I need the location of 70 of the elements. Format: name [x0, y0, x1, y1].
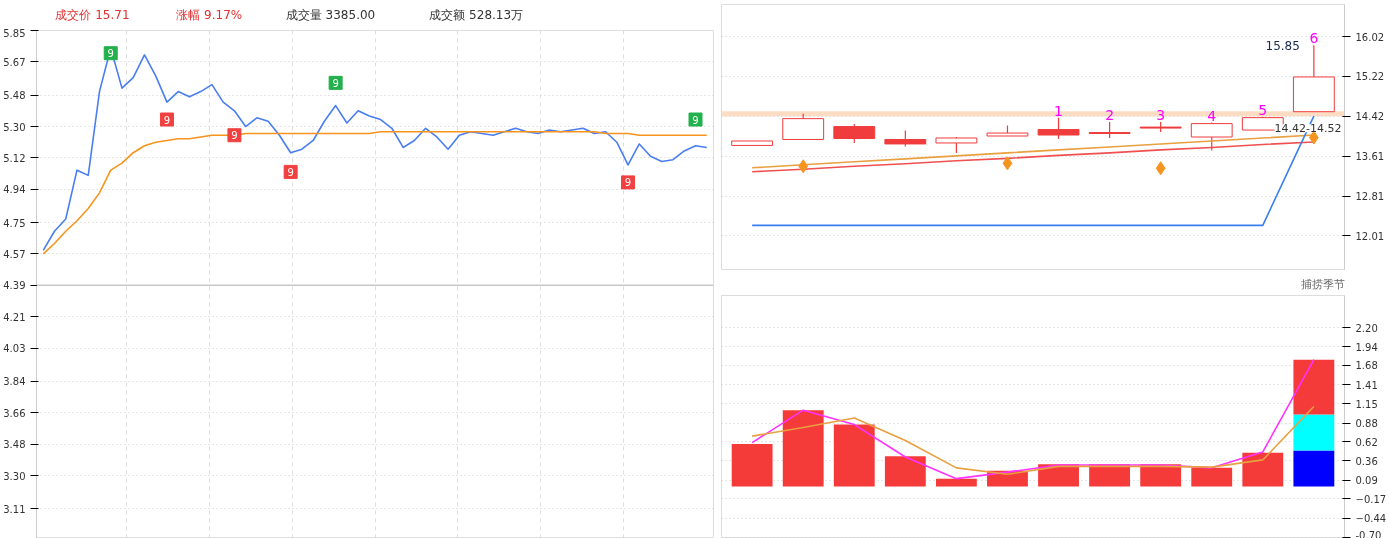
- annotation: 1: [1054, 102, 1063, 119]
- text: 9: [231, 130, 238, 142]
- line-series: [751, 405, 1315, 476]
- y-tick-label: 16.02: [1355, 31, 1385, 43]
- bar: [1242, 452, 1284, 487]
- annotation: 15.85: [1265, 38, 1300, 53]
- y-tick-label: 14.42: [1355, 111, 1385, 123]
- y-tick-label: 0.36: [1355, 455, 1378, 467]
- series-label: 9: [163, 114, 171, 126]
- text: 成交量 3385.00: [285, 7, 376, 22]
- bar: [1293, 450, 1335, 487]
- y-tick-label: 4.57: [3, 248, 26, 260]
- y-tick-label: 0.09: [1355, 475, 1378, 487]
- point: [1002, 156, 1013, 171]
- y-tick-label: −0.44: [1355, 513, 1387, 525]
- bar: [935, 478, 977, 487]
- annotation: 4: [1207, 107, 1217, 124]
- y-tick-label: 12.81: [1355, 191, 1385, 203]
- y-tick-label: 5.67: [3, 56, 26, 68]
- bar: [731, 444, 773, 487]
- text: 9: [332, 77, 339, 89]
- text: 9: [287, 166, 294, 178]
- y-tick-label: 5.85: [3, 27, 26, 39]
- y-tick-label: −0.17: [1355, 493, 1387, 505]
- line-series: [751, 358, 1315, 480]
- y-tick-label: 1.94: [1355, 341, 1378, 353]
- y-tick-label: 15.22: [1355, 71, 1385, 83]
- bar: [1293, 359, 1335, 415]
- y-tick-label: 0.88: [1355, 418, 1378, 430]
- y-tick-label: 2.20: [1355, 322, 1378, 334]
- bar: [1191, 467, 1233, 487]
- point: [1155, 161, 1166, 176]
- bar: [884, 456, 926, 487]
- y-tick-label: 1.68: [1355, 360, 1378, 372]
- y-tick-label: 5.48: [3, 90, 26, 102]
- annotation: 5: [1258, 101, 1268, 118]
- bar: [782, 410, 824, 487]
- bar: [1293, 414, 1335, 451]
- series-label: 9: [107, 48, 114, 60]
- chart-title: 捕捞季节: [1300, 277, 1345, 291]
- y-tick-label: 3.30: [3, 470, 26, 482]
- bar: [833, 424, 875, 487]
- text: 9: [692, 114, 699, 126]
- y-tick-label: 1.41: [1355, 379, 1378, 391]
- annotation: 2: [1105, 107, 1115, 124]
- annotation: 3: [1156, 107, 1166, 124]
- y-tick-label: 13.61: [1355, 151, 1385, 163]
- y-tick-label: 4.21: [3, 311, 26, 323]
- y-tick-label: 5.30: [3, 121, 26, 133]
- y-tick-label: -0.70: [1355, 529, 1382, 538]
- y-tick-label: 12.01: [1355, 230, 1385, 242]
- point: [798, 159, 809, 174]
- y-tick-label: 4.39: [3, 280, 26, 292]
- y-tick-label: 4.75: [3, 217, 26, 229]
- text: 9: [624, 177, 632, 189]
- y-tick-label: 0.62: [1355, 436, 1378, 448]
- y-tick-label: 3.84: [3, 376, 26, 388]
- band-label: 14.42-14.52: [1274, 122, 1342, 136]
- y-tick-label: 5.12: [3, 152, 26, 164]
- y-tick-label: 1.15: [1355, 398, 1378, 410]
- text: 成交额 528.13万: [429, 7, 524, 22]
- text: 涨幅 9.17%: [176, 7, 243, 22]
- line-series: [42, 130, 708, 255]
- y-tick-label: 4.03: [3, 343, 26, 355]
- y-tick-label: 3.66: [3, 407, 26, 419]
- text: 成交价 15.71: [55, 7, 130, 22]
- y-tick-label: 3.48: [3, 439, 26, 451]
- y-tick-label: 4.94: [3, 184, 26, 196]
- annotation: 6: [1309, 30, 1319, 47]
- y-tick-label: 3.11: [3, 503, 26, 515]
